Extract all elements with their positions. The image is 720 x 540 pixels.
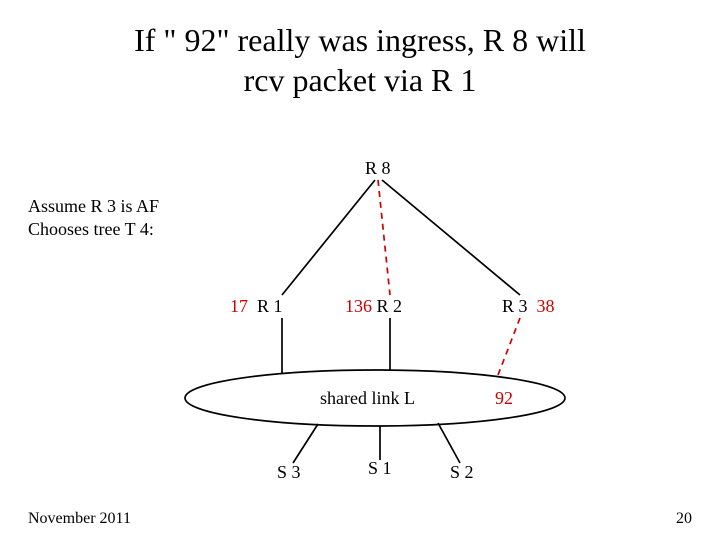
node-r3: R 3 xyxy=(502,296,528,316)
r2-value: 136 xyxy=(345,296,372,316)
slide: If " 92" really was ingress, R 8 will rc… xyxy=(0,0,720,540)
node-r2: R 2 xyxy=(377,296,403,316)
edge-link-s3 xyxy=(293,424,318,463)
shared-link-value: 92 xyxy=(495,388,513,409)
node-r1: R 1 xyxy=(257,296,283,316)
node-r2-group: 136 R 2 xyxy=(345,296,402,317)
node-s2: S 2 xyxy=(450,462,474,483)
node-r3-group: R 3 38 xyxy=(502,296,555,317)
footer-date: November 2011 xyxy=(28,510,131,528)
node-s3: S 3 xyxy=(277,462,301,483)
diagram-svg xyxy=(0,0,720,540)
r3-value: 38 xyxy=(537,296,555,316)
edge-r3-link xyxy=(498,318,520,375)
node-r1-group: 17 R 1 xyxy=(230,296,283,317)
edge-link-s2 xyxy=(438,423,460,463)
node-r8: R 8 xyxy=(365,158,391,179)
edge-r8-r3 xyxy=(382,180,520,295)
edge-r8-r1 xyxy=(282,180,375,295)
node-s1: S 1 xyxy=(368,458,392,479)
footer-page-number: 20 xyxy=(676,510,692,528)
r1-value: 17 xyxy=(230,296,248,316)
edge-r8-r2 xyxy=(378,180,390,295)
shared-link-label: shared link L xyxy=(320,388,415,409)
